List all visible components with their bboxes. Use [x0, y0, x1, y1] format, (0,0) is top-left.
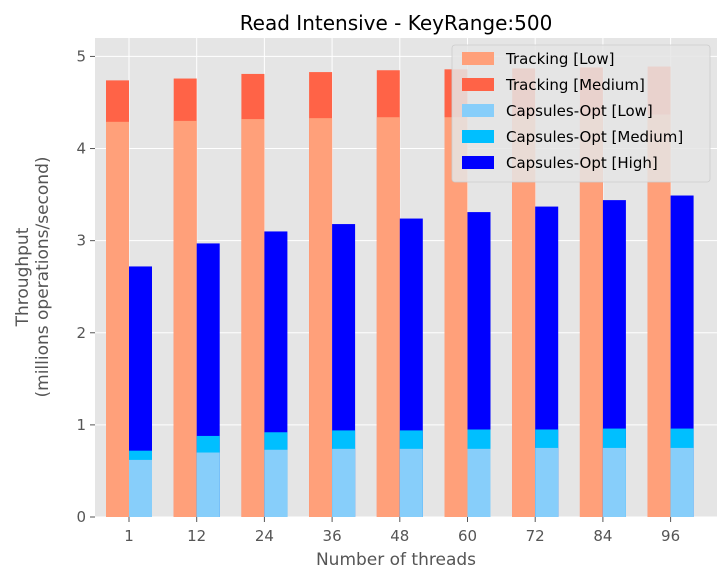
bar	[399, 448, 423, 517]
x-tick-label: 60	[458, 527, 477, 545]
legend-label: Tracking [Medium]	[505, 76, 645, 94]
chart-title: Read Intensive - KeyRange:500	[240, 11, 553, 35]
legend-box	[451, 44, 711, 183]
x-tick-label: 24	[255, 527, 274, 545]
y-tick-label: 3	[76, 232, 86, 250]
bar	[579, 115, 603, 517]
y-axis-label-line2: (millions operations/second)	[33, 157, 53, 398]
bar	[467, 448, 491, 517]
x-tick-label: 48	[390, 527, 409, 545]
bar	[264, 449, 288, 517]
x-tick-label: 96	[661, 527, 680, 545]
x-tick-label: 84	[593, 527, 612, 545]
bar	[535, 447, 559, 517]
y-tick-label: 2	[76, 324, 86, 342]
y-tick-label: 1	[76, 416, 86, 434]
bar	[196, 452, 220, 517]
legend-swatch	[462, 156, 494, 169]
bar	[670, 447, 694, 517]
legend-items: Tracking [Low] Tracking [Medium] Capsules-…	[462, 50, 683, 172]
x-axis-label: Number of threads	[316, 550, 476, 570]
y-tick-label: 5	[76, 47, 86, 65]
bar	[602, 447, 626, 517]
x-tick-label: 72	[526, 527, 545, 545]
bar	[106, 121, 129, 517]
legend: Tracking [Low] Tracking [Medium] Capsules-…	[451, 44, 711, 183]
bar	[129, 459, 152, 517]
legend-swatch	[462, 52, 494, 65]
legend-label: Capsules-Opt [Medium]	[506, 128, 683, 146]
bar	[444, 117, 468, 517]
y-tick-label: 4	[76, 140, 86, 158]
x-tick-label: 12	[187, 527, 206, 545]
x-tick-label: 36	[323, 527, 342, 545]
legend-label: Capsules-Opt [Low]	[506, 102, 653, 120]
bar	[376, 117, 400, 517]
y-tick-label: 0	[76, 508, 86, 526]
bar	[309, 118, 333, 517]
x-tick-label: 1	[124, 527, 134, 545]
bar	[173, 120, 197, 518]
legend-swatch	[462, 104, 494, 117]
bar	[332, 448, 356, 517]
y-axis-label-line1: Throughput	[13, 227, 33, 327]
bar	[512, 116, 536, 517]
legend-label: Capsules-Opt [High]	[506, 154, 658, 172]
legend-swatch	[462, 78, 494, 91]
bar	[241, 119, 265, 518]
legend-label: Tracking [Low]	[505, 50, 614, 68]
legend-swatch	[462, 130, 494, 143]
bar	[647, 114, 671, 517]
